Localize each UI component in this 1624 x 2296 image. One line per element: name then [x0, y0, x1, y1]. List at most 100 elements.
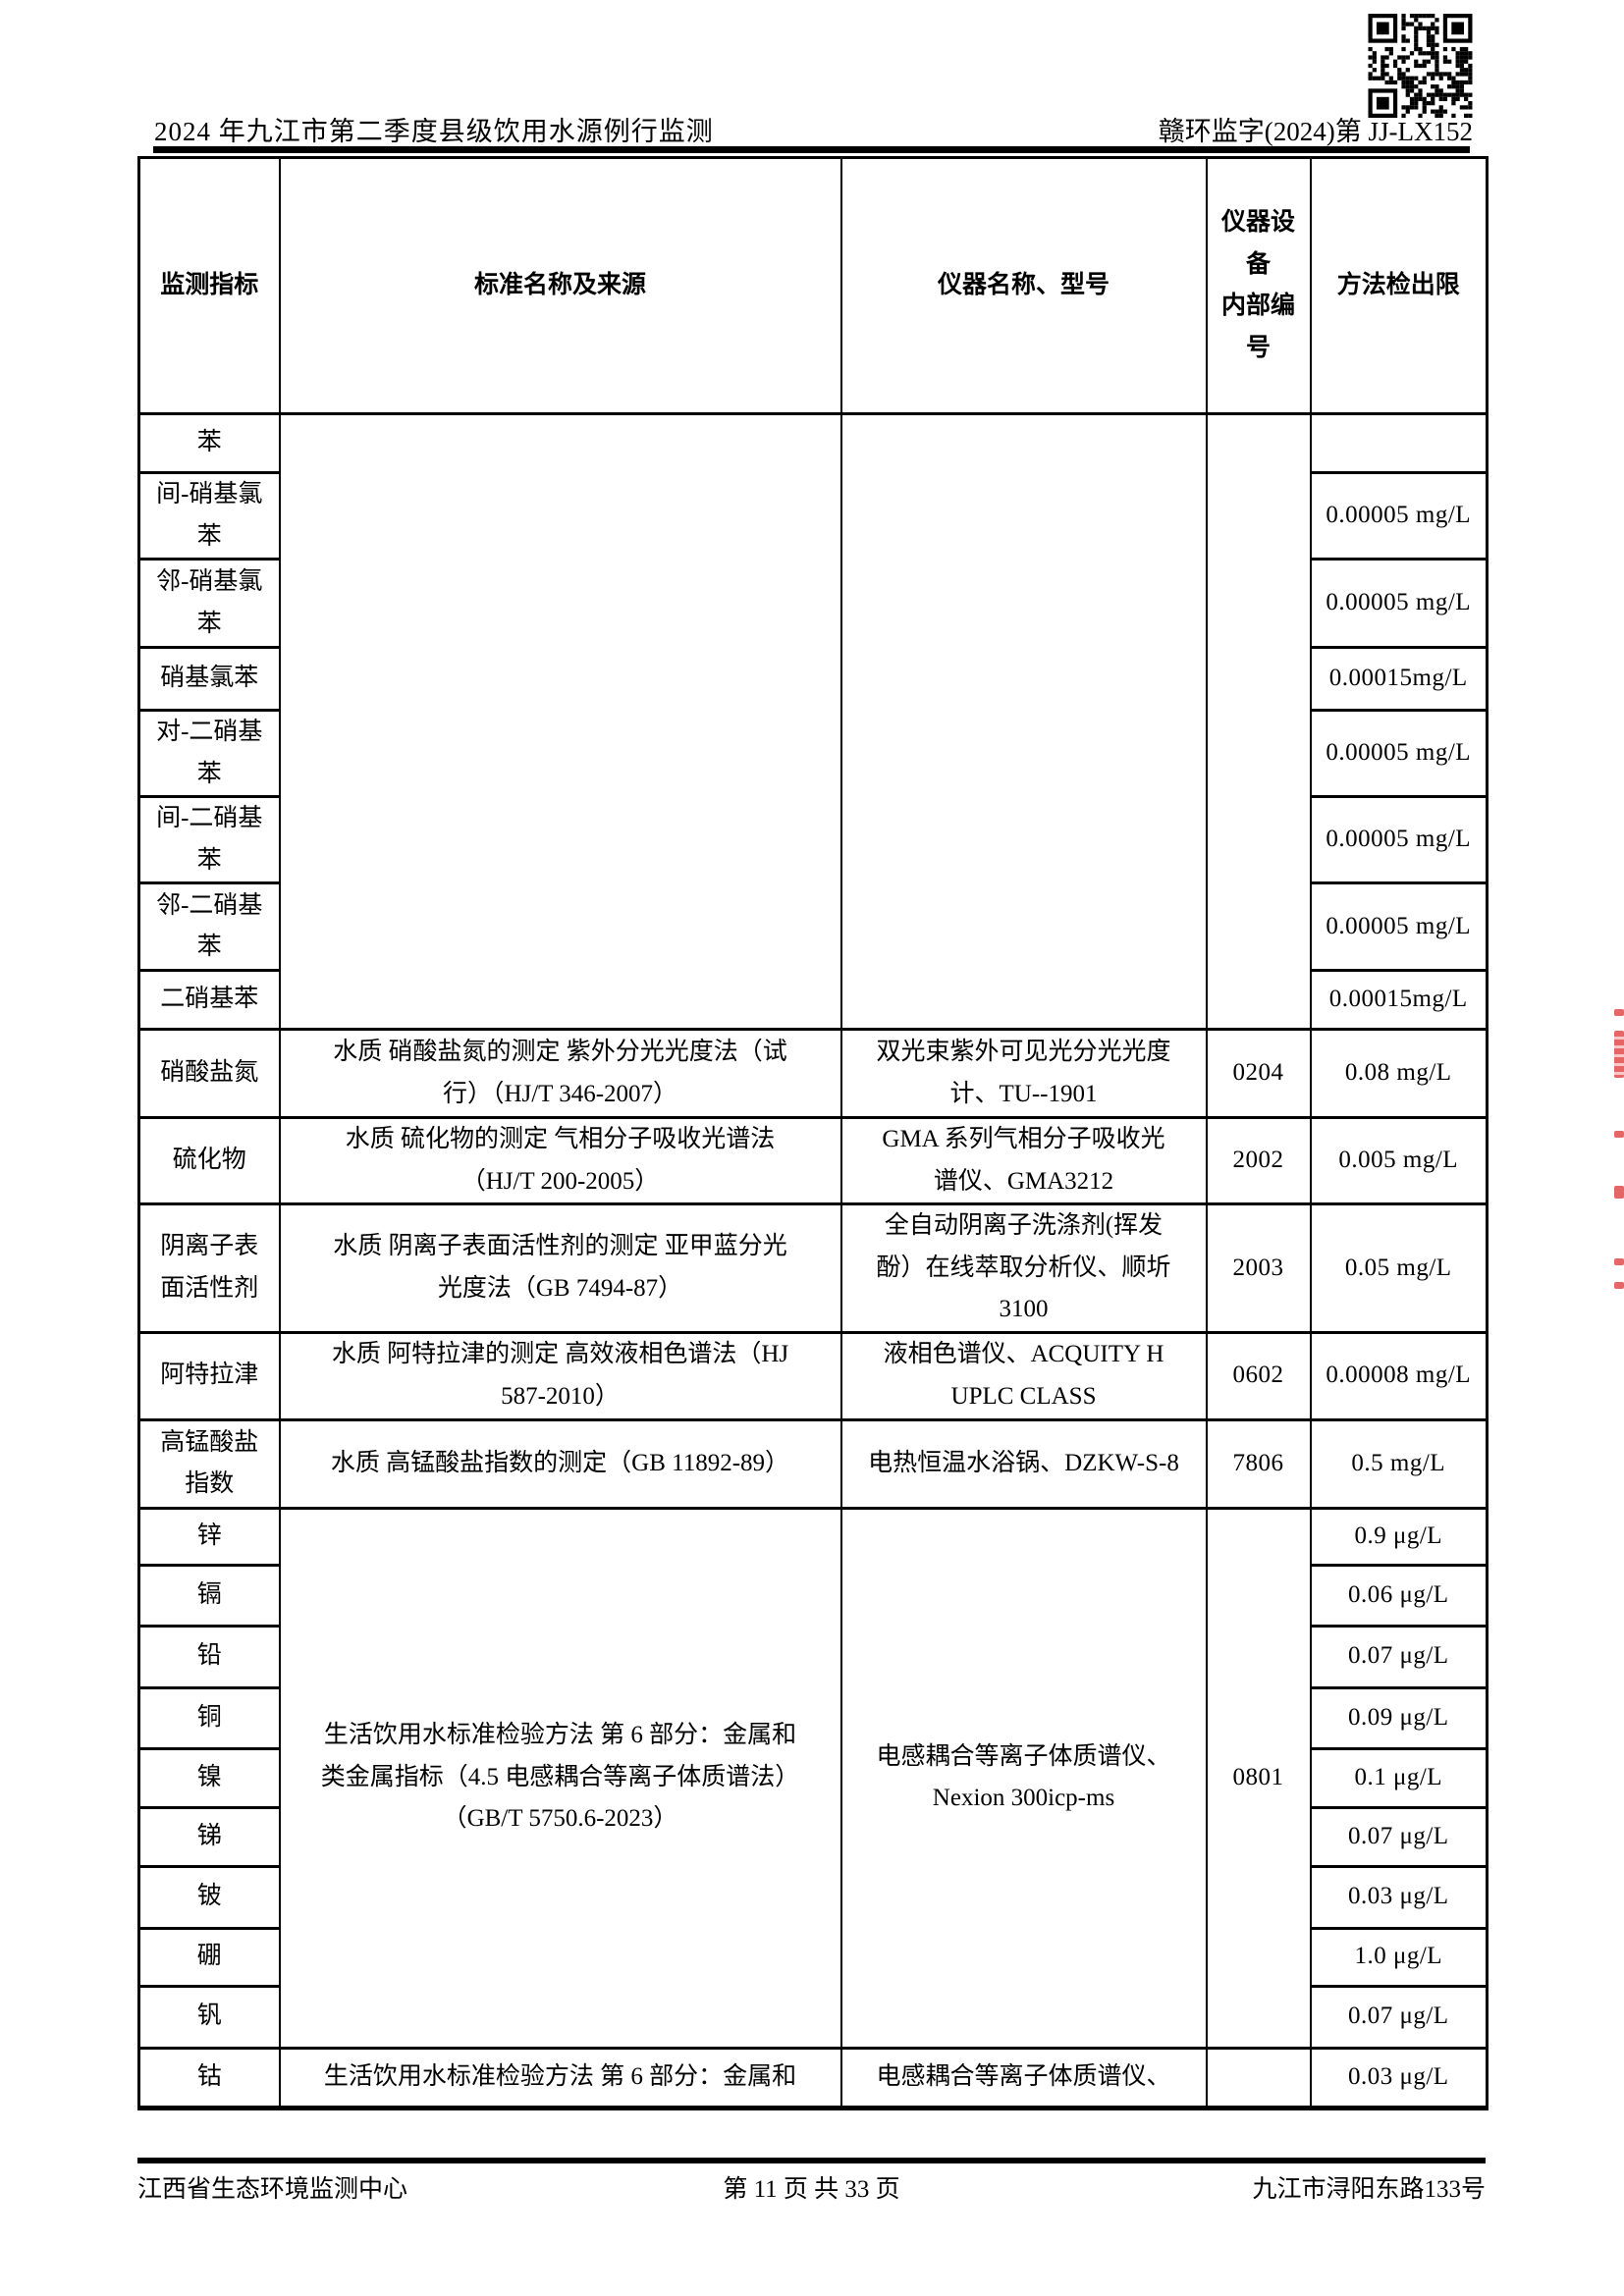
limit-cell: 0.03 μg/L	[1309, 2046, 1489, 2109]
limit-cell: 0.06 μg/L	[1309, 1563, 1489, 1628]
table-row: 硝基氯苯 0.00015mg/L	[137, 646, 1489, 712]
limit-cell: 0.03 μg/L	[1309, 1864, 1489, 1930]
table-row: 阴离子表 面活性剂 水质 阴离子表面活性剂的测定 亚甲蓝分光 光度法（GB 74…	[137, 1202, 1489, 1334]
table-row: 钒 0.07 μg/L	[137, 1984, 1489, 2050]
footer-org: 江西省生态环境监测中心	[137, 2176, 408, 2203]
device-no-cell: 2003	[1205, 1202, 1312, 1334]
table-row: 间-二硝基 苯 0.00005 mg/L	[137, 795, 1489, 884]
table-row: 铍 0.03 μg/L	[137, 1864, 1489, 1930]
indicator-cell: 硼	[137, 1926, 281, 1988]
method-cell: 水质 阿特拉津的测定 高效液相色谱法（HJ 587-2010）	[278, 1330, 842, 1421]
method-cell: 水质 硫化物的测定 气相分子吸收光谱法 （HJ/T 200-2005）	[278, 1116, 842, 1205]
device-no-cell	[1205, 2046, 1312, 2109]
limit-cell: 0.08 mg/L	[1309, 1028, 1489, 1119]
limit-cell: 0.07 μg/L	[1309, 1624, 1489, 1689]
red-edge-annotation	[1614, 1258, 1624, 1265]
indicator-cell: 邻-二硝基 苯	[137, 881, 281, 972]
device-no-cell: 0204	[1205, 1028, 1312, 1119]
instrument-cell: 电感耦合等离子体质谱仪、	[839, 2046, 1208, 2109]
indicator-cell: 硫化物	[137, 1116, 281, 1205]
indicator-cell: 邻-硝基氯 苯	[137, 558, 281, 649]
limit-cell: 0.5 mg/L	[1309, 1417, 1489, 1510]
device-no-cell-metals: 0801	[1205, 1506, 1312, 2050]
limit-cell: 0.00015mg/L	[1309, 969, 1489, 1031]
limit-cell: 0.05 mg/L	[1309, 1202, 1489, 1334]
page-footer: 江西省生态环境监测中心 第 11 页 共 33 页 九江市浔阳东路133号	[137, 2158, 1486, 2205]
col-header-instrument: 仪器名称、型号	[839, 156, 1208, 415]
indicator-cell: 间-硝基氯 苯	[137, 471, 281, 561]
method-cell: 水质 硝酸盐氮的测定 紫外分光光度法（试 行）（HJ/T 346-2007）	[278, 1028, 842, 1119]
table-row: 硫化物 水质 硫化物的测定 气相分子吸收光谱法 （HJ/T 200-2005） …	[137, 1116, 1489, 1205]
footer-page-number: 第 11 页 共 33 页	[723, 2176, 900, 2203]
method-continuation-cell	[278, 412, 842, 1031]
instrument-cell: 液相色谱仪、ACQUITY H UPLC CLASS	[839, 1330, 1208, 1421]
limit-cell: 0.9 μg/L	[1309, 1506, 1489, 1567]
device-no-cell: 2002	[1205, 1116, 1312, 1205]
table-row: 阿特拉津 水质 阿特拉津的测定 高效液相色谱法（HJ 587-2010） 液相色…	[137, 1330, 1489, 1421]
instrument-cell-metals: 电感耦合等离子体质谱仪、 Nexion 300icp-ms	[839, 1506, 1208, 2050]
indicator-cell: 锑	[137, 1805, 281, 1868]
indicator-cell: 镉	[137, 1563, 281, 1628]
table-row: 二硝基苯 0.00015mg/L	[137, 969, 1489, 1031]
method-cell: 水质 高锰酸盐指数的测定（GB 11892-89）	[278, 1417, 842, 1510]
indicator-cell: 苯	[137, 412, 281, 474]
qr-code-icon	[1368, 14, 1473, 118]
instrument-continuation-cell	[839, 412, 1208, 1031]
limit-cell: 0.00005 mg/L	[1309, 558, 1489, 649]
device-no-cell: 0602	[1205, 1330, 1312, 1421]
monitoring-methods-table: 监测指标 标准名称及来源 仪器名称、型号 仪器设 备 内部编 号 方法检出限 苯…	[137, 156, 1489, 2110]
table-row: 镉 0.06 μg/L	[137, 1563, 1489, 1628]
limit-cell: 0.00005 mg/L	[1309, 795, 1489, 884]
col-header-standard: 标准名称及来源	[278, 156, 842, 415]
table-row: 铅 0.07 μg/L	[137, 1624, 1489, 1689]
table-row: 硼 1.0 μg/L	[137, 1926, 1489, 1988]
red-edge-annotation	[1614, 1009, 1624, 1016]
instrument-cell: GMA 系列气相分子吸收光 谱仪、GMA3212	[839, 1116, 1208, 1205]
header-divider	[153, 146, 1470, 153]
indicator-cell: 钴	[137, 2046, 281, 2109]
table-row: 镍 0.1 μg/L	[137, 1746, 1489, 1809]
method-cell-metals: 生活饮用水标准检验方法 第 6 部分：金属和 类金属指标（4.5 电感耦合等离子…	[278, 1506, 842, 2050]
report-title: 2024 年九江市第二季度县级饮用水源例行监测	[154, 117, 714, 146]
limit-cell: 0.00005 mg/L	[1309, 881, 1489, 972]
instrument-cell: 双光束紫外可见光分光光度 计、TU--1901	[839, 1028, 1208, 1119]
indicator-cell: 铜	[137, 1685, 281, 1750]
indicator-cell: 硝酸盐氮	[137, 1028, 281, 1119]
table-row: 锑 0.07 μg/L	[137, 1805, 1489, 1868]
indicator-cell: 对-二硝基 苯	[137, 709, 281, 798]
indicator-cell: 铅	[137, 1624, 281, 1689]
indicator-cell: 锌	[137, 1506, 281, 1567]
table-row: 间-硝基氯 苯 0.00005 mg/L	[137, 471, 1489, 561]
table-row: 邻-二硝基 苯 0.00005 mg/L	[137, 881, 1489, 972]
limit-cell: 0.00015mg/L	[1309, 646, 1489, 712]
table-header-row: 监测指标 标准名称及来源 仪器名称、型号 仪器设 备 内部编 号 方法检出限	[137, 156, 1489, 415]
limit-cell: 0.00005 mg/L	[1309, 709, 1489, 798]
limit-cell: 0.07 μg/L	[1309, 1805, 1489, 1868]
table-row: 锌 生活饮用水标准检验方法 第 6 部分：金属和 类金属指标（4.5 电感耦合等…	[137, 1506, 1489, 2050]
col-header-device-no: 仪器设 备 内部编 号	[1205, 156, 1312, 415]
indicator-cell: 钒	[137, 1984, 281, 2050]
indicator-cell: 镍	[137, 1746, 281, 1809]
footer-address: 九江市浔阳东路133号	[1252, 2176, 1486, 2203]
table-row: 高锰酸盐 指数 水质 高锰酸盐指数的测定（GB 11892-89） 电热恒温水浴…	[137, 1417, 1489, 1510]
red-edge-annotation	[1614, 1131, 1624, 1138]
indicator-cell: 阴离子表 面活性剂	[137, 1202, 281, 1334]
indicator-cell: 间-二硝基 苯	[137, 795, 281, 884]
doc-number: 赣环监字(2024)第 JJ-LX152	[1158, 117, 1473, 146]
limit-cell: 0.1 μg/L	[1309, 1746, 1489, 1809]
limit-cell: 0.07 μg/L	[1309, 1984, 1489, 2050]
table-row: 硝酸盐氮 水质 硝酸盐氮的测定 紫外分光光度法（试 行）（HJ/T 346-20…	[137, 1028, 1489, 1119]
table-row: 邻-硝基氯 苯 0.00005 mg/L	[137, 558, 1489, 649]
red-edge-annotation	[1614, 1282, 1624, 1289]
method-cell: 生活饮用水标准检验方法 第 6 部分：金属和	[278, 2046, 842, 2109]
limit-cell: 0.005 mg/L	[1309, 1116, 1489, 1205]
indicator-cell: 二硝基苯	[137, 969, 281, 1031]
col-header-limit: 方法检出限	[1309, 156, 1489, 415]
table-row: 铜 0.09 μg/L	[137, 1685, 1489, 1750]
red-edge-annotation	[1614, 1186, 1624, 1199]
instrument-cell: 全自动阴离子洗涤剂(挥发 酚）在线萃取分析仪、顺圻 3100	[839, 1202, 1208, 1334]
limit-cell: 0.00005 mg/L	[1309, 471, 1489, 561]
indicator-cell: 硝基氯苯	[137, 646, 281, 712]
table-row: 钴 生活饮用水标准检验方法 第 6 部分：金属和 电感耦合等离子体质谱仪、 0.…	[137, 2046, 1489, 2109]
